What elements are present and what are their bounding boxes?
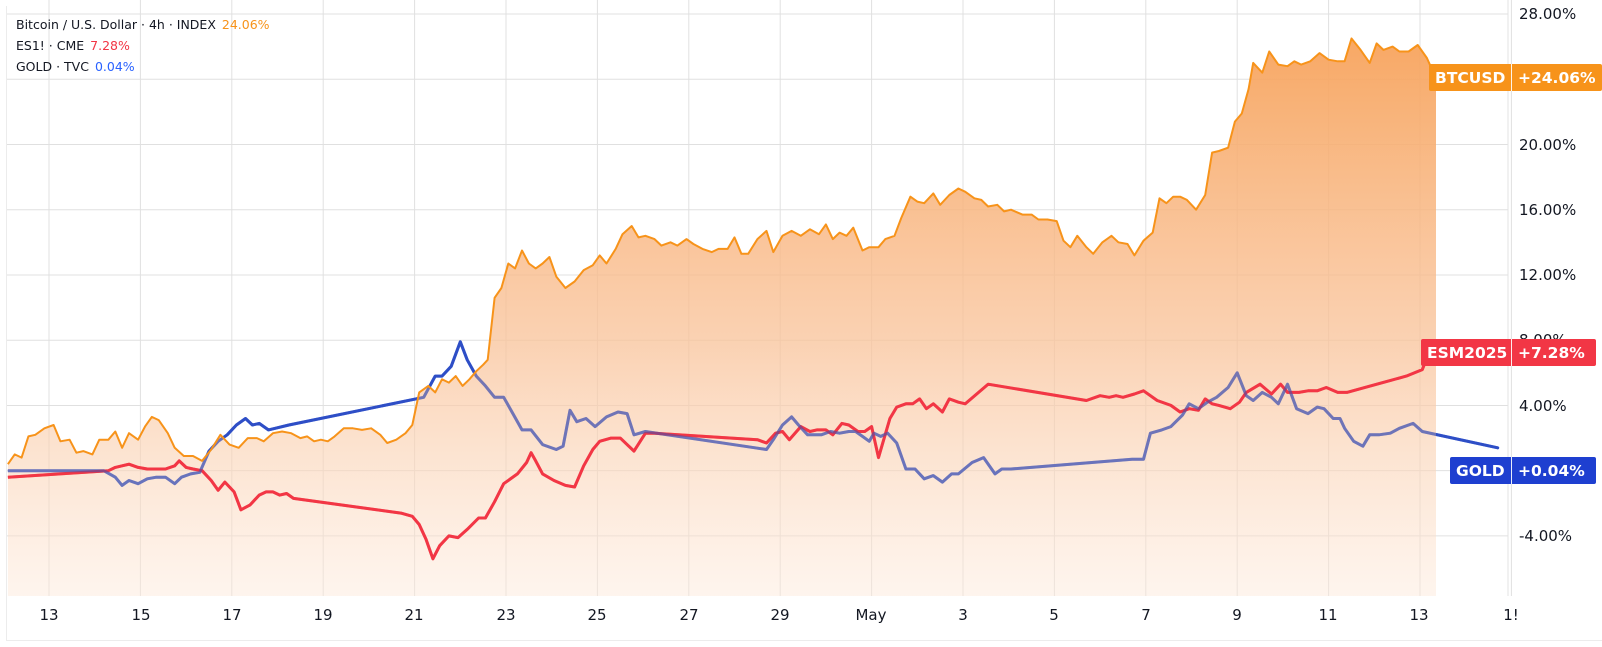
x-tick-label: 23 [496, 606, 516, 624]
y-tick-label: 12.00% [1519, 266, 1577, 284]
x-tick-label: 5 [1049, 606, 1059, 624]
legend-label-es1: ES1! · CME [16, 38, 85, 53]
x-tick-label: 19 [313, 606, 333, 624]
series-lines [7, 37, 1500, 561]
btcusd-tag-value: +24.06% [1518, 68, 1596, 87]
legend-value-btcusd: 24.06% [221, 17, 270, 32]
legend-row-gold[interactable]: GOLD · TVC 0.04% [16, 56, 270, 77]
x-tick-label: 15 [131, 606, 151, 624]
btcusd-tag-symbol: BTCUSD [1429, 64, 1512, 91]
legend-label-btcusd: Bitcoin / U.S. Dollar · 4h · INDEX [16, 17, 216, 32]
gold-price-tag[interactable]: GOLD +0.04% [1450, 457, 1596, 484]
esm2025-price-tag[interactable]: ESM2025 +7.28% [1421, 339, 1596, 366]
chart-frame [6, 6, 1602, 641]
x-tick-label: 21 [404, 606, 424, 624]
legend-row-es1[interactable]: ES1! · CME 7.28% [16, 35, 270, 56]
series-legend: Bitcoin / U.S. Dollar · 4h · INDEX 24.06%… [16, 14, 270, 77]
x-tick-label: 1! [1503, 606, 1519, 624]
x-tick-label: 13 [39, 606, 59, 624]
legend-row-btcusd[interactable]: Bitcoin / U.S. Dollar · 4h · INDEX 24.06% [16, 14, 270, 35]
x-tick-label: 29 [770, 606, 790, 624]
y-tick-label: 20.00% [1519, 136, 1577, 154]
x-tick-label: May [855, 606, 887, 624]
x-tick-label: 7 [1141, 606, 1151, 624]
gold-tag-value: +0.04% [1518, 461, 1585, 480]
x-tick-label: 3 [958, 606, 968, 624]
x-tick-label: 11 [1318, 606, 1338, 624]
btcusd-area-fill [7, 38, 1436, 596]
y-tick-label: -4.00% [1519, 527, 1573, 545]
gold-tag-symbol: GOLD [1450, 457, 1512, 484]
y-tick-label: 4.00% [1519, 397, 1567, 415]
btcusd-price-tag[interactable]: BTCUSD +24.06% [1429, 64, 1602, 91]
legend-value-gold: 0.04% [94, 59, 135, 74]
esm2025-tag-value: +7.28% [1518, 343, 1585, 362]
legend-label-gold: GOLD · TVC [16, 59, 89, 74]
y-tick-label: 28.00% [1519, 5, 1577, 23]
x-tick-label: 25 [587, 606, 607, 624]
x-tick-label: 13 [1409, 606, 1429, 624]
x-tick-label: 27 [679, 606, 699, 624]
legend-value-es1: 7.28% [90, 38, 130, 53]
y-tick-label: 16.00% [1519, 201, 1577, 219]
esm2025-tag-symbol: ESM2025 [1421, 339, 1512, 366]
x-tick-label: 17 [222, 606, 242, 624]
x-tick-label: 9 [1232, 606, 1242, 624]
